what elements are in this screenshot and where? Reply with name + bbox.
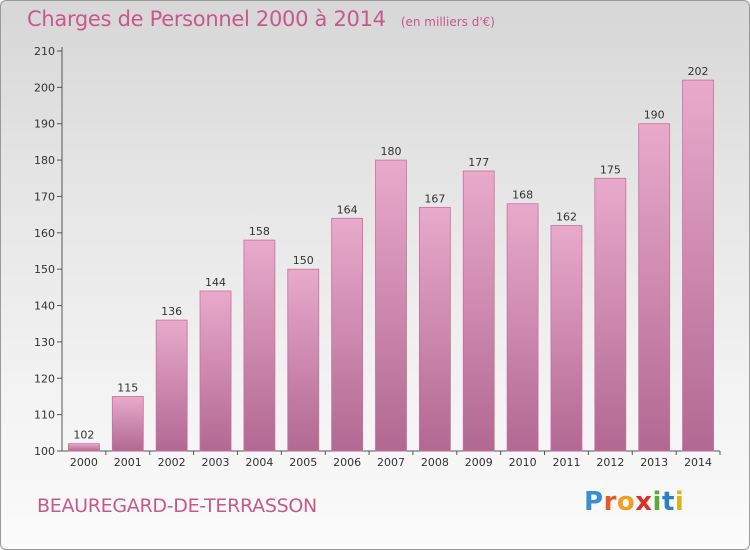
data-label-2012: 175: [600, 163, 621, 176]
data-label-2011: 162: [556, 211, 577, 224]
y-tick-label: 120: [34, 372, 55, 385]
bar-2012: [594, 177, 627, 452]
data-label-2003: 144: [205, 276, 226, 289]
data-label-2014: 202: [688, 65, 709, 78]
logo-letter: i: [652, 487, 662, 517]
x-tick-label: 2007: [377, 456, 405, 469]
axes: 100 110 120 130 140 150 160 170 180 190 200 210 2000…: [34, 45, 721, 469]
bar-2004: [243, 239, 276, 452]
data-label-2010: 168: [512, 189, 533, 202]
x-tick-label: 2008: [421, 456, 449, 469]
y-tick-label: 130: [34, 336, 55, 349]
y-tick-label: 180: [34, 154, 55, 167]
x-tick-label: 2000: [70, 456, 98, 469]
x-tick-label: 2005: [289, 456, 317, 469]
commune-name: BEAUREGARD-DE-TERRASSON: [37, 495, 317, 517]
data-labels: 102 115 136 144 158 150 164 180 167 177 168 162 175 1…: [73, 65, 708, 442]
data-label-2002: 136: [161, 305, 182, 318]
data-label-2009: 177: [468, 156, 489, 169]
x-tick-label: 2009: [465, 456, 493, 469]
y-tick-label: 190: [34, 118, 55, 131]
x-tick-label: 2006: [333, 456, 361, 469]
y-tick-label: 150: [34, 263, 55, 276]
bar-2005: [287, 268, 320, 452]
logo-letter: t: [661, 487, 675, 517]
bar-2002: [155, 319, 188, 452]
x-tick-label: 2013: [640, 456, 668, 469]
bar-2000: [68, 443, 100, 452]
bar-2001: [111, 396, 144, 452]
x-tick-label: 2002: [158, 456, 186, 469]
bar-2006: [331, 217, 364, 452]
y-tick-label: 160: [34, 227, 55, 240]
chart-subtitle: (en milliers d'€): [400, 15, 495, 29]
y-tick-label: 200: [34, 81, 55, 94]
y-tick-label: 170: [34, 190, 55, 203]
bar-2007: [375, 159, 407, 452]
x-tick-label: 2012: [596, 456, 624, 469]
bar-2011: [550, 225, 583, 452]
logo-letter: o: [616, 487, 636, 517]
data-label-2004: 158: [249, 225, 270, 238]
y-tick-label: 110: [34, 409, 55, 422]
y-tick-label: 100: [34, 445, 55, 458]
logo-letter: x: [635, 487, 653, 517]
bar-2010: [506, 203, 539, 452]
bar-2003: [199, 290, 232, 452]
x-tick-label: 2010: [509, 456, 537, 469]
logo-letter: P: [584, 487, 604, 517]
title-row: Charges de Personnel 2000 à 2014 (en mil…: [27, 7, 495, 31]
logo-letter: i: [674, 487, 685, 517]
x-tick-label: 2014: [684, 456, 712, 469]
x-tick-label: 2001: [114, 456, 142, 469]
data-label-2001: 115: [117, 381, 138, 394]
bar-2014: [682, 79, 714, 452]
data-label-2007: 180: [381, 145, 402, 158]
logo-letter: r: [603, 487, 617, 517]
chart-title: Charges de Personnel 2000 à 2014: [27, 7, 386, 31]
x-tick-label: 2011: [552, 456, 580, 469]
proxiti-logo: Proxiti: [584, 487, 684, 517]
data-label-2006: 164: [337, 203, 358, 216]
x-tick-label: 2003: [202, 456, 230, 469]
bar-2008: [418, 206, 451, 452]
bars: [68, 79, 714, 452]
data-label-2008: 167: [424, 192, 445, 205]
data-label-2013: 190: [644, 109, 665, 122]
y-tick-label: 140: [34, 300, 55, 313]
data-label-2000: 102: [73, 429, 94, 442]
bar-2009: [462, 170, 495, 452]
y-tick-label: 210: [34, 45, 55, 58]
x-tick-label: 2004: [245, 456, 273, 469]
bar-2013: [638, 123, 671, 452]
data-label-2005: 150: [293, 254, 314, 267]
